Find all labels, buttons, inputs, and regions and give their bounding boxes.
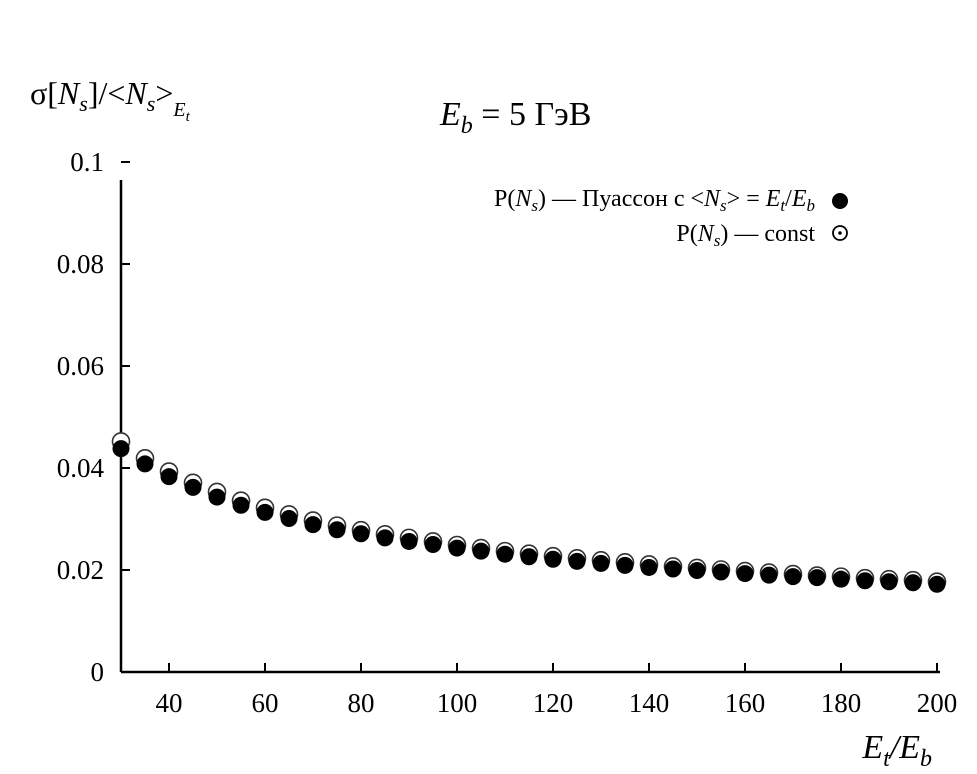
y-ticks: 0 0.02 0.04 0.06 0.08 0.1 bbox=[57, 147, 130, 687]
point-poisson bbox=[592, 554, 610, 572]
point-poisson bbox=[304, 516, 322, 534]
x-ticks: 40 60 80 100 120 140 160 180 200 bbox=[156, 663, 958, 718]
title-sub: b bbox=[461, 113, 473, 139]
point-poisson bbox=[184, 478, 202, 496]
x-tick-label: 80 bbox=[348, 688, 375, 718]
point-poisson bbox=[544, 550, 562, 568]
y-tick-label: 0.08 bbox=[57, 249, 104, 279]
legend-entry-poisson: P(Ns) — Пуассон с <Ns> = Et/Eb bbox=[494, 186, 815, 215]
x-axis-label: Et/Eb bbox=[861, 729, 932, 772]
point-poisson bbox=[520, 548, 538, 566]
point-poisson bbox=[640, 558, 658, 576]
x-tick-label: 180 bbox=[821, 688, 862, 718]
x-label-n: E bbox=[861, 729, 883, 766]
x-tick-label: 160 bbox=[725, 688, 766, 718]
chart-title: Eb = 5 ГэВ bbox=[439, 96, 591, 139]
legend-1-n2: N bbox=[703, 186, 722, 212]
y-label-close: > bbox=[155, 75, 173, 111]
point-poisson bbox=[904, 574, 922, 592]
legend-marker-open-dot bbox=[838, 231, 842, 235]
y-label-s2: s bbox=[147, 91, 156, 116]
point-poisson bbox=[808, 569, 826, 587]
x-tick-label: 40 bbox=[156, 688, 183, 718]
x-tick-label: 60 bbox=[252, 688, 279, 718]
point-poisson bbox=[208, 488, 226, 506]
point-poisson bbox=[352, 525, 370, 543]
point-poisson bbox=[472, 542, 490, 560]
x-label-d: E bbox=[898, 729, 920, 766]
x-label-ds: b bbox=[920, 746, 932, 772]
point-poisson bbox=[856, 572, 874, 590]
x-label-sep: / bbox=[888, 729, 903, 766]
point-poisson bbox=[232, 496, 250, 514]
y-label-subsub: t bbox=[186, 109, 191, 125]
y-tick-label: 0.06 bbox=[57, 351, 104, 381]
y-axis-label: σ[Ns]/<Ns>Et bbox=[30, 75, 191, 125]
point-poisson bbox=[928, 575, 946, 593]
legend-2-s: s bbox=[714, 231, 721, 250]
legend-1-e1s: t bbox=[780, 196, 786, 215]
point-poisson bbox=[880, 573, 898, 591]
legend-1-text2: > = bbox=[727, 186, 766, 212]
y-label-n1: N bbox=[57, 75, 81, 111]
point-poisson bbox=[784, 568, 802, 586]
point-poisson bbox=[280, 509, 298, 527]
legend-1-n: N bbox=[514, 186, 533, 212]
y-label-n2: N bbox=[124, 75, 148, 111]
point-poisson bbox=[256, 503, 274, 521]
point-poisson bbox=[112, 440, 130, 458]
point-poisson bbox=[616, 556, 634, 574]
x-label-ns: t bbox=[883, 746, 891, 772]
point-poisson bbox=[664, 560, 682, 578]
y-label-lead: σ[ bbox=[30, 75, 58, 111]
title-rest: = 5 ГэВ bbox=[473, 96, 592, 133]
y-label-sub: E bbox=[172, 99, 185, 121]
y-tick-label: 0.1 bbox=[70, 147, 104, 177]
data-points bbox=[111, 432, 947, 593]
y-tick-label: 0.04 bbox=[57, 453, 105, 483]
y-tick-label: 0.02 bbox=[57, 555, 104, 585]
legend-1-e1: E bbox=[765, 186, 781, 212]
point-poisson bbox=[832, 570, 850, 588]
legend-entry-const: P(Ns) — const bbox=[676, 221, 815, 250]
y-label-mid: ]/< bbox=[88, 75, 126, 111]
point-poisson bbox=[496, 545, 514, 563]
point-poisson bbox=[400, 532, 418, 550]
legend-1-e2: E bbox=[791, 186, 807, 212]
point-poisson bbox=[736, 565, 754, 583]
point-poisson bbox=[424, 536, 442, 553]
legend-2-p: P( bbox=[676, 221, 697, 247]
legend-1-slash: / bbox=[785, 186, 792, 212]
legend: P(Ns) — Пуассон с <Ns> = Et/Eb P(Ns) — c… bbox=[494, 186, 848, 250]
legend-marker-filled bbox=[832, 193, 848, 209]
point-poisson bbox=[712, 563, 730, 581]
y-label-s1: s bbox=[79, 91, 88, 116]
point-poisson bbox=[160, 468, 178, 486]
point-poisson bbox=[760, 566, 778, 584]
legend-1-p: P( bbox=[494, 186, 515, 212]
point-poisson bbox=[568, 552, 586, 570]
point-poisson bbox=[448, 539, 466, 557]
point-poisson bbox=[376, 529, 394, 547]
x-tick-label: 120 bbox=[533, 688, 574, 718]
point-poisson bbox=[688, 562, 706, 580]
legend-2-n: N bbox=[697, 221, 716, 247]
point-poisson bbox=[136, 455, 154, 473]
title-var: E bbox=[439, 96, 461, 133]
legend-2-text: ) — const bbox=[720, 221, 815, 247]
legend-1-e2s: b bbox=[807, 196, 816, 215]
point-poisson bbox=[328, 521, 346, 539]
legend-1-text: ) — Пуассон с < bbox=[538, 186, 704, 212]
legend-1-s2: s bbox=[720, 196, 727, 215]
x-tick-label: 140 bbox=[629, 688, 670, 718]
x-tick-label: 200 bbox=[917, 688, 958, 718]
y-tick-label: 0 bbox=[91, 657, 105, 687]
x-tick-label: 100 bbox=[437, 688, 478, 718]
legend-1-s: s bbox=[531, 196, 538, 215]
